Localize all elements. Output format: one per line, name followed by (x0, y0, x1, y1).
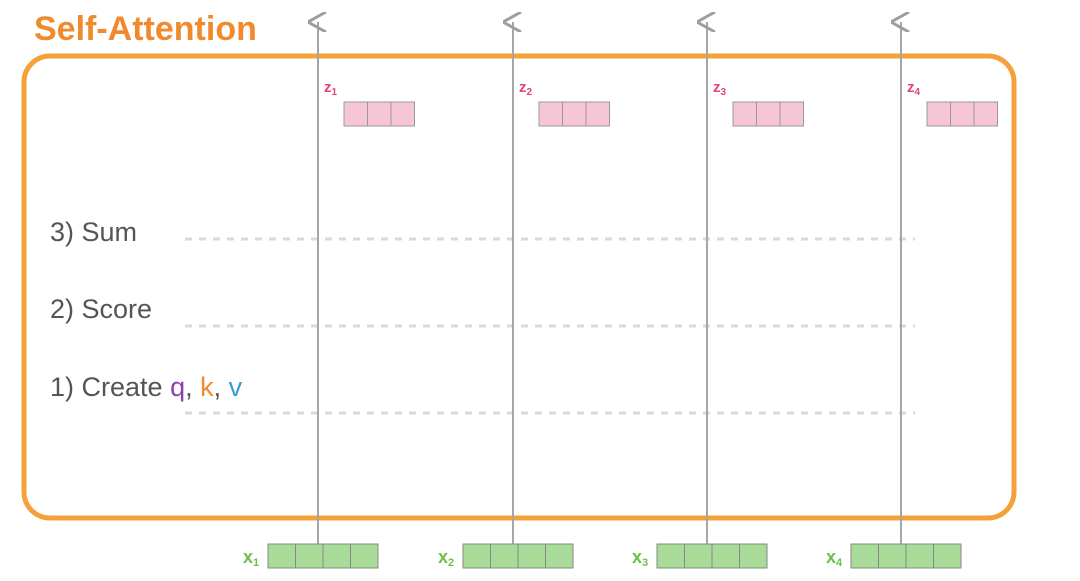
step-part: , (185, 372, 200, 402)
input-cell (350, 543, 379, 569)
output-cell (950, 101, 975, 127)
input-cell (462, 543, 491, 569)
input-cell (850, 543, 879, 569)
output-cell (538, 101, 563, 127)
step-part: 1) Create (50, 372, 170, 402)
input-cell (878, 543, 907, 569)
step-label: 1) Create q, k, v (50, 372, 243, 402)
input-cell (656, 543, 685, 569)
output-sub: 2 (527, 87, 533, 98)
input-sub: 2 (448, 557, 454, 569)
title: Self-Attention (34, 10, 257, 48)
input-cell (933, 543, 962, 569)
output-name: z (324, 79, 332, 96)
step-part: q (170, 372, 185, 402)
output-name: z (519, 79, 527, 96)
step-label: 3) Sum (50, 217, 137, 247)
input-cell (545, 543, 574, 569)
output-label: z1 (324, 79, 338, 98)
step-part: v (229, 372, 243, 402)
input-label: x1 (243, 547, 259, 569)
output-label: z3 (713, 79, 727, 98)
output-label: z4 (907, 79, 921, 98)
output-sub: 4 (915, 87, 921, 98)
input-sub: 4 (836, 557, 843, 569)
input-name: x (243, 547, 253, 567)
input-cell (490, 543, 519, 569)
input-cell (739, 543, 768, 569)
input-cell (905, 543, 934, 569)
frame (21, 53, 1017, 521)
output-cell (343, 101, 368, 127)
output-cell (585, 101, 610, 127)
step-part: 2) Score (50, 294, 152, 324)
input-cell (322, 543, 351, 569)
input-name: x (632, 547, 642, 567)
output-cell (779, 101, 804, 127)
output-label: z2 (519, 79, 533, 98)
output-cell (973, 101, 998, 127)
step-part: 3) Sum (50, 217, 137, 247)
output-cell (732, 101, 757, 127)
output-name: z (907, 79, 915, 96)
output-cell (367, 101, 392, 127)
input-name: x (438, 547, 448, 567)
input-name: x (826, 547, 836, 567)
step-part: , (214, 372, 229, 402)
input-cell (684, 543, 713, 569)
output-cell (926, 101, 951, 127)
step-label: 2) Score (50, 294, 152, 324)
output-sub: 1 (332, 87, 338, 98)
output-cell (756, 101, 781, 127)
input-label: x2 (438, 547, 454, 569)
output-cell (562, 101, 587, 127)
input-cell (267, 543, 296, 569)
input-cell (711, 543, 740, 569)
input-label: x4 (826, 547, 843, 569)
input-label: x3 (632, 547, 648, 569)
output-cell (390, 101, 415, 127)
input-cell (295, 543, 324, 569)
output-name: z (713, 79, 721, 96)
step-lines (185, 237, 915, 415)
output-sub: 3 (721, 87, 727, 98)
input-sub: 1 (253, 557, 259, 569)
step-part: k (200, 372, 214, 402)
input-sub: 3 (642, 557, 648, 569)
input-cell (517, 543, 546, 569)
